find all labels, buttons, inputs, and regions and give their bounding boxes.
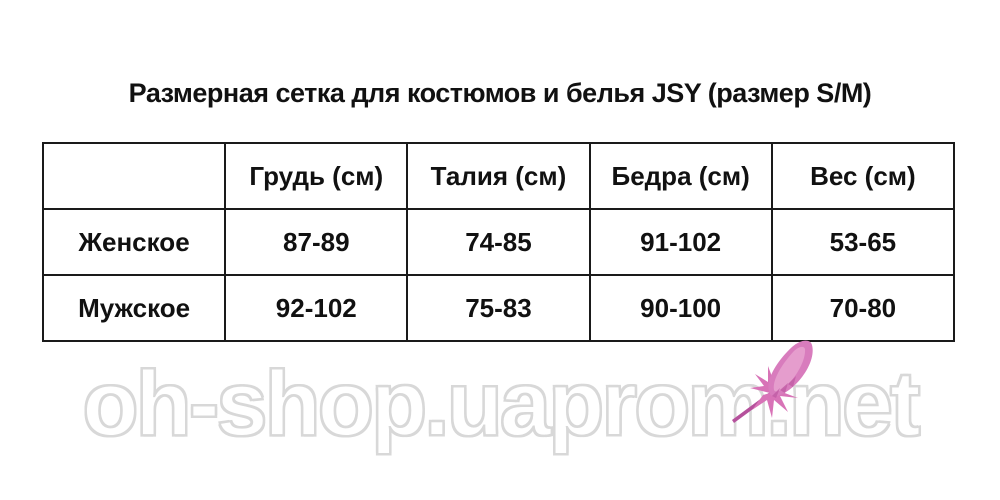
feather-barbs xyxy=(772,376,796,398)
cell-women-weight: 53-65 xyxy=(770,208,956,276)
cell-women-chest: 87-89 xyxy=(224,208,409,276)
header-cell-empty xyxy=(41,142,227,210)
row-label-women: Женское xyxy=(41,208,227,276)
cell-men-waist: 75-83 xyxy=(406,274,591,342)
page-title: Размерная сетка для костюмов и белья JSY… xyxy=(128,78,872,108)
table-header-row: Грудь (см) Талия (см) Бедра (см) Вес (см… xyxy=(41,142,956,210)
header-cell-hips: Бедра (см) xyxy=(588,142,773,210)
feather-highlight xyxy=(773,346,806,392)
row-label-men: Мужское xyxy=(41,274,227,342)
header-cell-weight: Вес (см) xyxy=(770,142,956,210)
watermark-text: oh-shop.uaprom.net xyxy=(81,352,921,456)
header-cell-waist: Талия (см) xyxy=(406,142,591,210)
feather-icon xyxy=(732,340,813,423)
header-cell-chest: Грудь (см) xyxy=(224,142,409,210)
cell-men-weight: 70-80 xyxy=(770,274,956,342)
cell-women-hips: 91-102 xyxy=(588,208,773,276)
cell-men-chest: 92-102 xyxy=(224,274,409,342)
table-row-men: Мужское 92-102 75-83 90-100 70-80 xyxy=(41,274,956,342)
size-table: Грудь (см) Талия (см) Бедра (см) Вес (см… xyxy=(41,142,956,342)
table-row-women: Женское 87-89 74-85 91-102 53-65 xyxy=(41,208,956,276)
cell-women-waist: 74-85 xyxy=(406,208,591,276)
cell-men-hips: 90-100 xyxy=(588,274,773,342)
